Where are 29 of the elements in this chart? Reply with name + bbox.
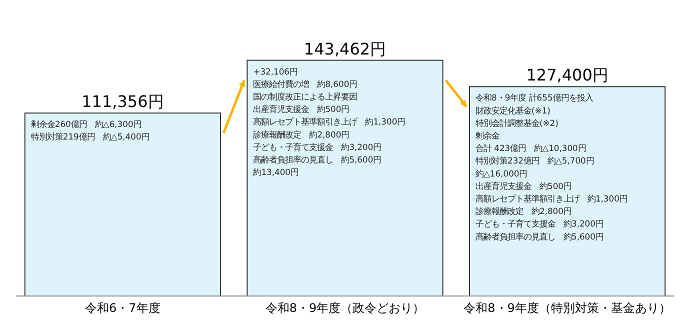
annotation: 出産育児支援金 約500円 bbox=[475, 180, 572, 191]
annotation: 令和8・9年度 計655億円を投入 bbox=[475, 92, 593, 103]
annotation: 医療給付費の増 約8,600円 bbox=[253, 78, 358, 89]
annotation: 高齢者負担率の見直し 約5,600円 bbox=[475, 231, 604, 242]
data-label: 127,400円 bbox=[526, 66, 608, 85]
annotation: 財政安定化基金(※1) bbox=[475, 105, 550, 116]
annotation: 約△16,000円 bbox=[475, 168, 528, 178]
annotation: 国の制度改正による上昇要因 bbox=[253, 91, 358, 102]
annotation: +32,106円 bbox=[253, 66, 298, 76]
annotation: 特別対策219億円 約△5,400円 bbox=[30, 132, 150, 142]
annotation: 高額レセプト基準額引き上げ 約1,300円 bbox=[253, 116, 406, 127]
annotation: 剰余金 bbox=[475, 130, 500, 140]
annotation: 診療報酬改定 約2,800円 bbox=[475, 206, 572, 216]
x-tick-label: 令和6・7年度 bbox=[85, 301, 160, 315]
annotation: 高齢者負担率の見直し 約5,600円 bbox=[253, 154, 382, 164]
annotation: 診療報酬改定 約2,800円 bbox=[253, 129, 350, 140]
annotation: 子ども・子育て支援金 約3,200円 bbox=[253, 142, 382, 152]
annotation: 剰余金260億円 約△6,300円 bbox=[30, 119, 142, 130]
x-tick-label: 令和8・9年度（特別対策・基金あり） bbox=[464, 301, 671, 315]
annotation: 約13,400円 bbox=[253, 167, 298, 178]
data-label: 111,356円 bbox=[82, 92, 164, 112]
annotation: 子ども・子育て支援金 約3,200円 bbox=[475, 218, 604, 229]
annotation: 特別対策232億円 約△5,700円 bbox=[475, 156, 594, 166]
x-tick-label: 令和8・9年度（政令どおり） bbox=[265, 301, 425, 315]
data-label: 143,462円 bbox=[304, 39, 386, 58]
annotation: 高額レセプト基準額引き上げ 約1,300円 bbox=[475, 193, 628, 204]
annotation: 出産育児支援金 約500円 bbox=[253, 104, 350, 114]
annotation: 特別会計調整基金(※2) bbox=[475, 118, 558, 128]
annotation: 合計 423億円 約△10,300円 bbox=[475, 143, 586, 154]
